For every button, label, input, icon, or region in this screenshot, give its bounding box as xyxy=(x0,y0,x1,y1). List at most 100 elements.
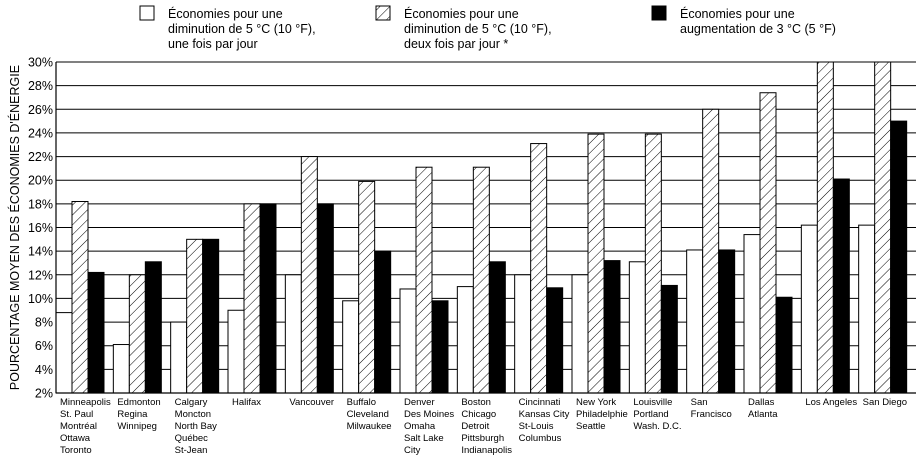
category-label-7-0: Boston xyxy=(461,397,491,408)
category-label-7-3: Pittsburgh xyxy=(461,433,504,444)
category-label-5-0: Buffalo xyxy=(347,397,376,408)
bar-s1-c9 xyxy=(587,133,605,394)
category-label-1-2: Winnipeg xyxy=(117,421,157,432)
category-label-6-4: City xyxy=(404,445,421,456)
category-label-8-2: St-Louis xyxy=(519,421,554,432)
bar-s1-c11 xyxy=(702,108,720,394)
bar-s1-c10 xyxy=(644,133,662,394)
bar-s2-c2 xyxy=(202,238,220,394)
legend-label-0-0: Économies pour une xyxy=(168,6,283,21)
legend-label-2-0: Économies pour une xyxy=(680,6,795,21)
bar-s0-c1 xyxy=(112,344,130,394)
bar-s2-c4 xyxy=(316,203,334,394)
bar-s0-c10 xyxy=(628,261,646,394)
legend-swatch-2 xyxy=(651,5,667,21)
y-tick-label-28: 28% xyxy=(28,79,53,93)
axes xyxy=(55,62,916,394)
y-tick-label-8: 8% xyxy=(35,316,53,330)
bar-s1-c5 xyxy=(358,180,376,394)
category-label-10-0: Louisville xyxy=(633,397,672,408)
bar-s1-c3 xyxy=(243,203,261,394)
bar-s0-c2 xyxy=(170,321,188,394)
category-label-12-1: Atlanta xyxy=(748,409,778,420)
category-label-0-1: St. Paul xyxy=(60,409,93,420)
bar-s2-c14 xyxy=(890,120,908,394)
y-tick-label-2: 2% xyxy=(35,387,53,401)
category-label-2-3: Québec xyxy=(175,433,209,444)
bar-s0-c5 xyxy=(342,300,360,394)
bar-s2-c13 xyxy=(832,178,850,394)
y-tick-label-24: 24% xyxy=(28,126,53,140)
category-label-3-0: Halifax xyxy=(232,397,261,408)
category-label-0-4: Toronto xyxy=(60,445,92,456)
bar-s1-c7 xyxy=(472,166,490,394)
bar-s2-c7 xyxy=(488,261,506,394)
bar-s2-c6 xyxy=(431,300,449,394)
y-tick-label-14: 14% xyxy=(28,245,53,259)
legend-swatch-0 xyxy=(139,5,155,21)
category-label-0-3: Ottawa xyxy=(60,433,91,444)
y-tick-label-18: 18% xyxy=(28,197,53,211)
category-label-11-1: Francisco xyxy=(691,409,732,420)
bar-s1-c1 xyxy=(128,274,146,394)
category-label-1-0: Edmonton xyxy=(117,397,160,408)
category-label-6-2: Omaha xyxy=(404,421,436,432)
category-label-7-1: Chicago xyxy=(461,409,496,420)
category-label-7-4: Indianapolis xyxy=(461,445,512,456)
legend-label-0-1: diminution de 5 °C (10 °F), xyxy=(168,22,316,36)
bar-s2-c1 xyxy=(144,261,162,394)
y-tick-label-20: 20% xyxy=(28,174,53,188)
bar-s2-c10 xyxy=(660,284,678,394)
category-label-2-1: Moncton xyxy=(175,409,211,420)
bar-s2-c12 xyxy=(775,296,793,394)
category-label-0-0: Minneapolis xyxy=(60,397,111,408)
category-label-7-2: Detroit xyxy=(461,421,489,432)
bar-s1-c2 xyxy=(186,238,204,394)
bar-s0-c9 xyxy=(571,274,589,394)
bar-s2-c9 xyxy=(603,260,621,394)
bar-s1-c14 xyxy=(874,61,892,394)
category-label-6-0: Denver xyxy=(404,397,435,408)
y-tick-label-30: 30% xyxy=(28,56,53,70)
category-label-9-1: Philadelphie xyxy=(576,409,628,420)
category-label-10-1: Portland xyxy=(633,409,668,420)
category-label-8-1: Kansas City xyxy=(519,409,570,420)
bar-s2-c11 xyxy=(718,249,736,394)
bar-s0-c6 xyxy=(399,288,417,394)
category-label-4-0: Vancouver xyxy=(289,397,334,408)
category-label-2-2: North Bay xyxy=(175,421,217,432)
category-label-2-0: Calgary xyxy=(175,397,208,408)
bar-s0-c12 xyxy=(743,234,761,394)
legend-label-2-1: augmentation de 3 °C (5 °F) xyxy=(680,22,836,36)
category-label-14-0: San Diego xyxy=(863,397,907,408)
y-tick-label-10: 10% xyxy=(28,292,53,306)
category-label-9-0: New York xyxy=(576,397,616,408)
category-label-6-3: Salt Lake xyxy=(404,433,444,444)
y-tick-label-22: 22% xyxy=(28,150,53,164)
bar-s2-c0 xyxy=(87,271,105,394)
bar-s0-c14 xyxy=(858,224,876,394)
category-label-8-0: Cincinnati xyxy=(519,397,561,408)
category-label-2-4: St-Jean xyxy=(175,445,208,456)
bar-s0-c11 xyxy=(686,249,704,394)
bar-s2-c8 xyxy=(546,287,564,394)
category-label-13-0: Los Angeles xyxy=(805,397,857,408)
bar-s2-c5 xyxy=(374,250,392,394)
category-label-6-1: Des Moines xyxy=(404,409,454,420)
legend-label-1-2: deux fois par jour * xyxy=(404,37,508,51)
bar-s0-c7 xyxy=(456,286,474,394)
bar-s0-c3 xyxy=(227,309,245,394)
bar-s0-c0 xyxy=(55,312,73,394)
bar-s0-c13 xyxy=(800,224,818,394)
bar-s2-c3 xyxy=(259,203,277,394)
y-tick-labels: 2% 4% 6% 8% 10% 12% 14% 16% 18% 20% 22% 24% 26% 28% 30… xyxy=(28,56,53,401)
y-tick-label-6: 6% xyxy=(35,339,53,353)
legend-label-0-2: une fois par jour xyxy=(168,37,258,51)
y-tick-label-4: 4% xyxy=(35,363,53,377)
category-label-8-3: Columbus xyxy=(519,433,562,444)
bar-s0-c4 xyxy=(284,274,302,394)
